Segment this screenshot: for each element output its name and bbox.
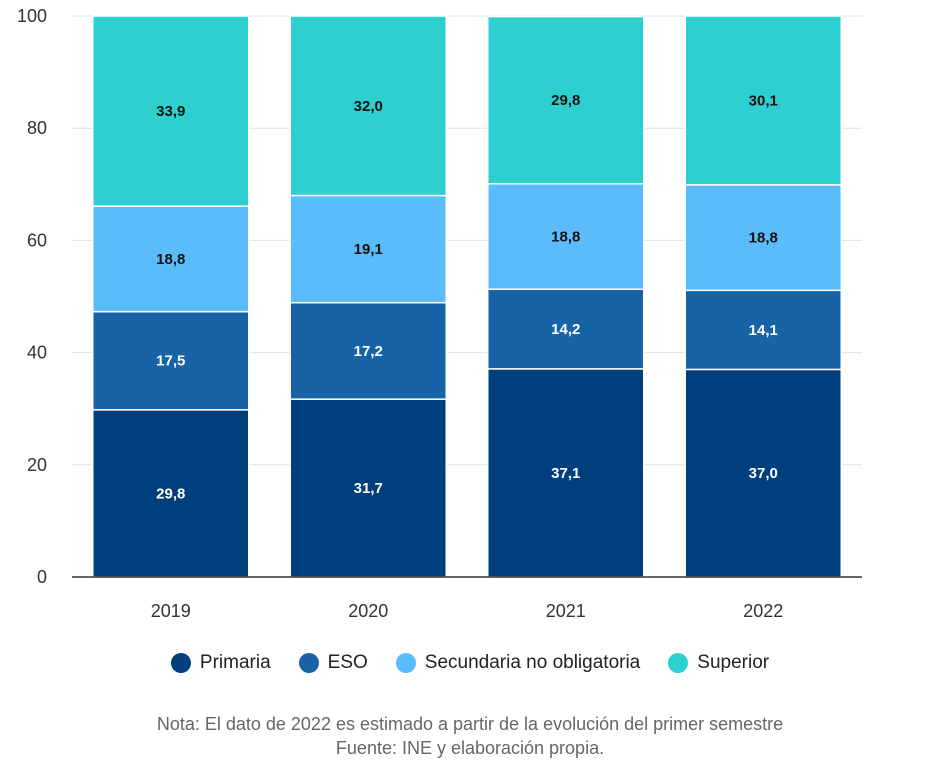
y-tick-label: 0 [37,567,47,587]
legend-label: Primaria [199,652,271,673]
data-label: 29,8 [551,92,580,109]
legend-marker-icon [395,653,416,673]
data-label: 17,2 [354,343,383,360]
bar-segment [289,194,447,304]
bar-segment [684,184,842,292]
x-tick-label: 2021 [546,601,586,621]
bar-segment [92,15,250,207]
axes: 0 20 40 60 80 100 2019 2020 2021 2022 [17,6,862,621]
data-label: 33,9 [156,103,185,120]
bar-segment [92,310,250,411]
bar-segment [289,15,447,197]
data-label: 29,8 [156,485,185,502]
data-label: 31,7 [354,480,383,497]
bar-segment [684,289,842,371]
bar-segment [487,182,645,290]
bar-segment [487,15,645,185]
footer-source: Fuente: INE y elaboración propia. [335,738,605,758]
legend-marker-icon [668,653,689,673]
legend-item-eso[interactable]: ESO [298,652,368,674]
legend-marker-icon [170,653,191,673]
data-label: 18,8 [551,228,580,245]
data-label: 17,5 [156,353,185,370]
bar-segment [684,368,842,578]
legend-label: Secundaria no obligatoria [424,652,641,673]
data-label: 14,1 [749,322,778,339]
legend-label: Superior [697,652,770,673]
bar-segment [487,288,645,370]
y-tick-label: 100 [17,6,47,26]
x-tick-label: 2020 [348,601,388,621]
legend-label: ESO [327,652,368,673]
data-label: 18,8 [156,251,185,268]
legend-item-superior[interactable]: Superior [668,652,769,674]
y-tick-label: 40 [27,343,47,363]
data-label: 18,8 [749,230,778,247]
data-label: 14,2 [551,321,580,338]
data-labels: 29,8 17,5 18,8 33,9 31,7 17,2 19,1 32,0 37,1 14,2… [156,92,778,502]
bars [92,15,842,578]
data-label: 19,1 [354,241,383,258]
legend-marker-icon [298,653,319,673]
legend-item-primaria[interactable]: Primaria [170,652,271,674]
footer-note: Nota: El dato de 2022 es estimado a part… [156,714,784,734]
legend: Primaria ESO Secundaria no obligatoria S… [0,652,940,674]
x-tick-label: 2022 [743,601,783,621]
data-label: 30,1 [749,92,778,109]
data-label: 37,1 [551,465,580,482]
bar-segment [684,15,842,186]
y-tick-label: 20 [27,455,47,475]
bar-segment [487,368,645,578]
bar-segment [92,409,250,578]
stacked-bar-chart: 29,8 17,5 18,8 33,9 31,7 17,2 19,1 32,0 37,1 14,2… [17,6,862,621]
x-tick-label: 2019 [151,601,191,621]
y-tick-label: 60 [27,230,47,250]
data-label: 32,0 [354,98,383,115]
legend-item-secundaria[interactable]: Secundaria no obligatoria [395,652,641,674]
y-tick-label: 80 [27,118,47,138]
chart-footer: Nota: El dato de 2022 es estimado a part… [0,712,940,760]
data-label: 37,0 [749,465,778,482]
